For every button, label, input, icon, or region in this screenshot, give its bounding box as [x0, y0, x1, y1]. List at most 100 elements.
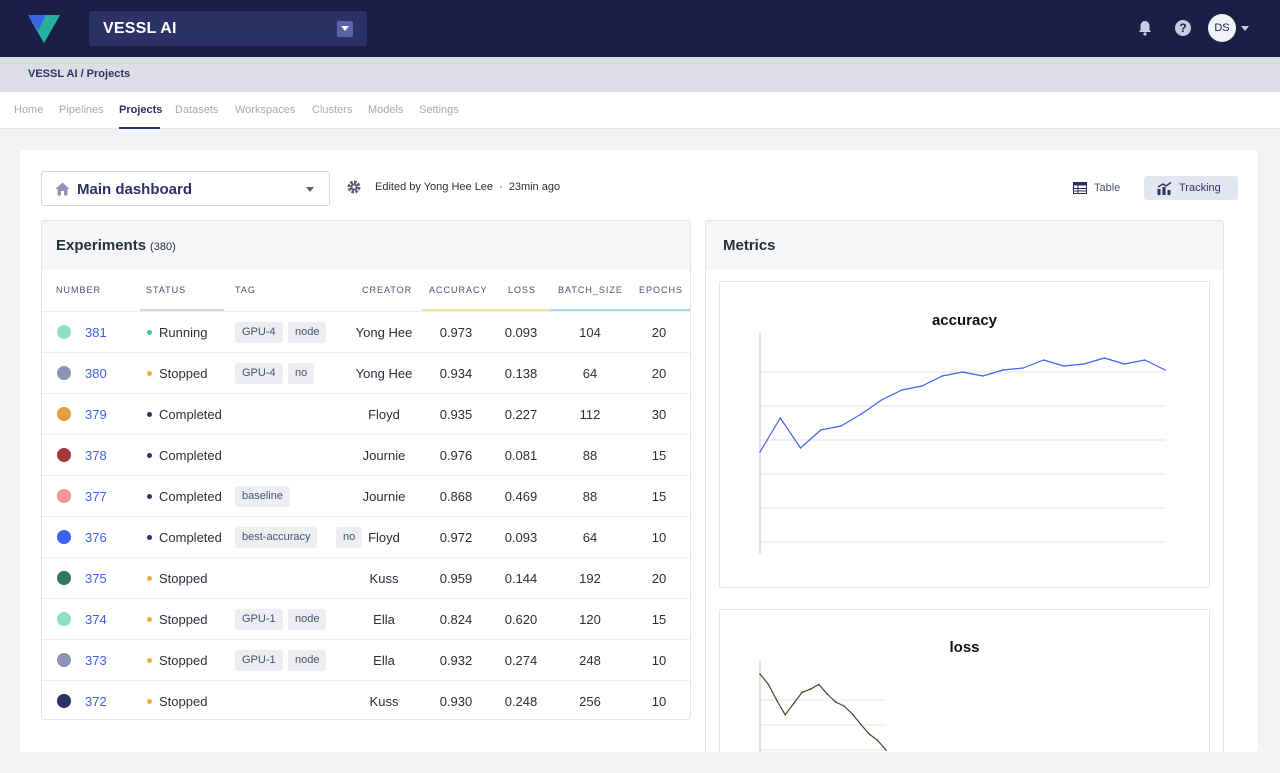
column-header-batch-size[interactable]: BATCH_SIZE [558, 285, 623, 295]
experiment-tag[interactable]: GPU-1 [235, 609, 283, 630]
tab-settings[interactable]: Settings [419, 104, 459, 116]
experiment-tag[interactable]: baseline [235, 486, 290, 507]
column-header-accuracy[interactable]: ACCURACY [429, 285, 488, 295]
data-point [776, 699, 778, 702]
experiment-color-swatch[interactable] [57, 489, 71, 503]
experiment-color-swatch[interactable] [57, 407, 71, 421]
gear-icon[interactable] [347, 180, 361, 194]
experiment-color-swatch[interactable] [57, 325, 71, 339]
experiment-loss: 0.620 [504, 612, 538, 627]
edited-info: Edited by Yong Hee Lee · 23min ago [375, 181, 560, 193]
column-header-creator[interactable]: CREATOR [362, 285, 413, 295]
loss-chart-title: loss [949, 639, 980, 656]
view-table-button[interactable]: Table [1062, 176, 1131, 200]
table-row[interactable]: 379 Completed Floyd 0.935 0.227 112 30 [42, 393, 690, 434]
data-point [1022, 367, 1025, 369]
experiment-creator: Kuss [369, 571, 399, 586]
chevron-down-icon[interactable] [337, 21, 353, 37]
vessl-logo-icon[interactable] [26, 13, 62, 45]
table-row[interactable]: 373 Stopped GPU-1 node Ella 0.932 0.274 248 10 [42, 639, 690, 680]
status-dot [147, 371, 152, 376]
experiment-batch-size: 88 [582, 448, 598, 463]
column-header-status[interactable]: STATUS [146, 285, 187, 295]
column-header-loss[interactable]: LOSS [508, 285, 537, 295]
experiment-tag[interactable]: best-accuracy [235, 527, 318, 548]
experiment-accuracy: 0.972 [439, 530, 473, 545]
status-dot [147, 412, 152, 417]
experiment-tag[interactable]: no [288, 363, 315, 384]
experiment-creator: Yong Hee [355, 366, 413, 381]
accuracy-chart[interactable]: accuracy [719, 281, 1210, 588]
column-header-tag[interactable]: TAG [235, 285, 256, 295]
experiment-number-link[interactable]: 374 [85, 612, 107, 627]
data-point [809, 688, 812, 690]
experiment-batch-size: 192 [579, 571, 601, 586]
table-row[interactable]: 377 Completed baseline Journie 0.868 0.469 88 1… [42, 475, 690, 516]
data-point [784, 714, 786, 716]
experiment-tag[interactable]: GPU-4 [235, 322, 283, 343]
data-point [759, 451, 761, 453]
org-selector[interactable]: VESSL AI [89, 11, 367, 46]
tab-clusters[interactable]: Clusters [312, 104, 353, 116]
experiment-tag[interactable]: node [288, 322, 327, 343]
bell-icon[interactable] [1138, 20, 1152, 36]
experiment-color-swatch[interactable] [57, 571, 71, 585]
experiment-number-link[interactable]: 378 [85, 448, 107, 463]
experiment-loss: 0.248 [504, 694, 538, 709]
view-tracking-button[interactable]: Tracking [1144, 176, 1238, 200]
avatar[interactable]: DS [1208, 14, 1236, 42]
table-row[interactable]: 380 Stopped GPU-4 no Yong Hee 0.934 0.138 64 20 [42, 352, 690, 393]
tab-home[interactable]: Home [14, 104, 44, 116]
table-row[interactable]: 378 Completed Journie 0.976 0.081 88 15 [42, 434, 690, 475]
experiment-color-swatch[interactable] [57, 653, 71, 667]
tab-projects[interactable]: Projects [119, 104, 163, 116]
experiment-creator: Floyd [368, 530, 400, 545]
data-point [840, 425, 842, 427]
table-row[interactable]: 374 Stopped GPU-1 node Ella 0.824 0.620 120 15 [42, 598, 690, 639]
experiment-tag[interactable]: node [288, 609, 327, 630]
experiment-epochs: 15 [651, 489, 667, 504]
experiment-number-link[interactable]: 377 [85, 489, 107, 504]
table-row[interactable]: 376 Completed best-accuracy no Floyd 0.972 0.0… [42, 516, 690, 557]
table-row[interactable]: 375 Stopped Kuss 0.959 0.144 192 20 [42, 557, 690, 598]
experiment-color-swatch[interactable] [57, 448, 71, 462]
tab-pipelines[interactable]: Pipelines [59, 104, 104, 116]
series-line [759, 673, 887, 751]
data-point [834, 701, 837, 703]
experiment-tag[interactable]: node [288, 650, 327, 671]
experiment-color-swatch[interactable] [57, 694, 71, 708]
data-point [826, 693, 828, 695]
experiment-tag[interactable]: GPU-4 [235, 363, 283, 384]
experiment-color-swatch[interactable] [57, 366, 71, 380]
experiment-status: Completed [159, 407, 222, 422]
tab-workspaces[interactable]: Workspaces [235, 104, 296, 116]
experiment-tag[interactable]: no [336, 527, 363, 548]
dashboard-selector[interactable]: Main dashboard [41, 171, 330, 206]
column-header-epochs[interactable]: EPOCHS [639, 285, 684, 295]
experiment-number-link[interactable]: 372 [85, 694, 107, 709]
data-point [921, 385, 923, 387]
tab-models[interactable]: Models [368, 104, 404, 116]
table-row[interactable]: 372 Stopped Kuss 0.930 0.248 256 10 [42, 680, 690, 719]
experiment-number-link[interactable]: 375 [85, 571, 107, 586]
experiment-number-link[interactable]: 381 [85, 325, 107, 340]
column-header-number[interactable]: NUMBER [56, 285, 102, 295]
edited-time: 23min ago [508, 181, 561, 193]
tab-datasets[interactable]: Datasets [175, 104, 219, 116]
help-icon[interactable]: ? [1175, 20, 1191, 36]
view-table-label: Table [1094, 182, 1121, 194]
experiment-color-swatch[interactable] [57, 612, 71, 626]
experiment-status: Stopped [159, 653, 208, 668]
chevron-down-icon[interactable] [1241, 26, 1249, 31]
breadcrumb[interactable]: VESSL AI / Projects [28, 68, 131, 80]
experiment-number-link[interactable]: 376 [85, 530, 107, 545]
experiment-accuracy: 0.934 [439, 366, 473, 381]
experiment-color-swatch[interactable] [57, 530, 71, 544]
table-row[interactable]: 381 Running GPU-4 node Yong Hee 0.973 0.093 104… [42, 311, 690, 352]
experiment-number-link[interactable]: 373 [85, 653, 107, 668]
loss-chart[interactable]: loss [719, 609, 1210, 752]
experiment-number-link[interactable]: 379 [85, 407, 107, 422]
chart-icon [1157, 181, 1172, 195]
experiment-number-link[interactable]: 380 [85, 366, 107, 381]
experiment-tag[interactable]: GPU-1 [235, 650, 283, 671]
